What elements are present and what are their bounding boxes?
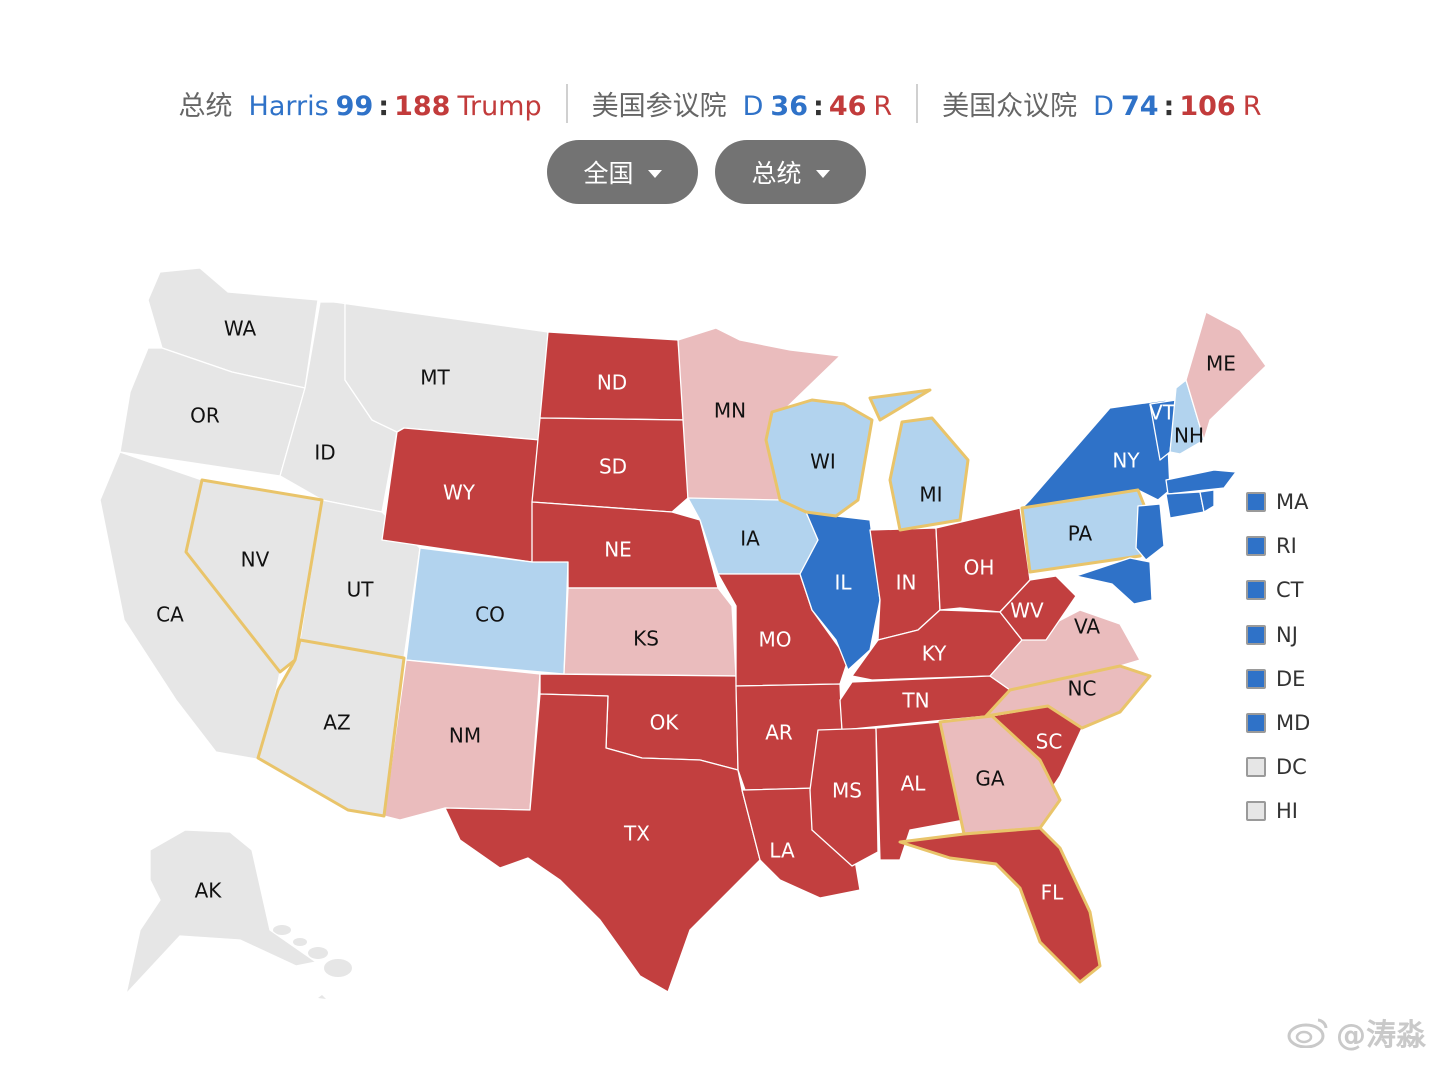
- legend-item-hi[interactable]: HI: [1246, 789, 1310, 833]
- legend-label: MA: [1276, 490, 1309, 515]
- state-nm[interactable]: [383, 659, 541, 821]
- legend-swatch: [1246, 668, 1266, 689]
- legend-swatch: [1246, 801, 1266, 822]
- legend-item-md[interactable]: MD: [1246, 701, 1310, 745]
- senate-title: 美国参议院: [591, 90, 727, 122]
- legend-item-dc[interactable]: DC: [1246, 745, 1310, 789]
- caret-down-icon: [815, 169, 830, 178]
- dem-candidate-name: Harris: [248, 90, 329, 122]
- president-score: 总统 Harris 99 : 188 Trump: [155, 84, 566, 123]
- legend-label: DC: [1276, 755, 1307, 780]
- rep-electoral-votes: 188: [394, 90, 451, 122]
- dem-electoral-votes: 99: [335, 90, 374, 122]
- president-title: 总统: [178, 90, 233, 122]
- state-az[interactable]: [256, 638, 406, 818]
- connecticut-shape[interactable]: [1165, 491, 1205, 519]
- senate-score: 美国参议院 D 36 : 46 R: [565, 83, 917, 123]
- senate-rep-seats: 46: [828, 90, 867, 122]
- legend-item-ri[interactable]: RI: [1246, 524, 1310, 568]
- senate-rep-label: R: [873, 90, 893, 122]
- state-wi[interactable]: [764, 398, 874, 518]
- state-co[interactable]: [405, 547, 569, 675]
- legend-label: HI: [1276, 799, 1298, 824]
- state-nh[interactable]: [1169, 379, 1205, 455]
- state-tx[interactable]: [444, 693, 761, 993]
- legend-swatch: [1246, 757, 1266, 778]
- house-dem-label: D: [1093, 90, 1114, 122]
- state-mi[interactable]: [868, 388, 970, 532]
- house-rep-label: R: [1242, 90, 1262, 122]
- legend-label: NJ: [1276, 622, 1298, 647]
- watermark: @涛淼: [1286, 1010, 1426, 1054]
- legend-swatch: [1246, 536, 1266, 557]
- legend-item-ct[interactable]: CT: [1246, 568, 1310, 612]
- state-wv[interactable]: [999, 575, 1077, 641]
- watermark-text: @涛淼: [1336, 1018, 1426, 1053]
- senate-dem-label: D: [742, 90, 764, 122]
- rep-candidate-name: Trump: [457, 90, 542, 122]
- state-ak[interactable]: [125, 829, 317, 995]
- score-separator: :: [813, 90, 824, 122]
- state-il[interactable]: [799, 511, 881, 671]
- legend-label: DE: [1276, 666, 1306, 691]
- legend-label: CT: [1276, 578, 1304, 603]
- state-ks[interactable]: [563, 587, 737, 677]
- house-rep-seats: 106: [1179, 90, 1236, 122]
- small-states-legend: MA RI CT NJ DE MD DC HI: [1246, 480, 1310, 834]
- hawaii-islands: [273, 925, 352, 999]
- house-title: 美国众议院: [942, 90, 1078, 122]
- state-wy[interactable]: [381, 427, 541, 563]
- state-me[interactable]: [1185, 311, 1267, 441]
- house-score: 美国众议院 D 74 : 106 R: [916, 83, 1285, 123]
- region-dropdown-label: 全国: [583, 159, 634, 188]
- legend-swatch: [1246, 624, 1266, 645]
- new-jersey-shape[interactable]: [1135, 503, 1165, 561]
- score-separator: :: [1163, 90, 1175, 122]
- state-nv[interactable]: [184, 478, 324, 674]
- legend-item-de[interactable]: DE: [1246, 657, 1310, 701]
- legend-label: RI: [1276, 534, 1297, 559]
- legend-item-nj[interactable]: NJ: [1246, 613, 1310, 657]
- state-sd[interactable]: [531, 417, 689, 513]
- weibo-icon: [1287, 1018, 1328, 1048]
- legend-label: MD: [1276, 711, 1311, 736]
- region-dropdown[interactable]: 全国: [547, 140, 698, 204]
- maryland-delaware-shape[interactable]: [1075, 557, 1153, 605]
- filter-bar: 全国 总统: [547, 140, 866, 204]
- senate-dem-seats: 36: [770, 90, 808, 122]
- legend-swatch: [1246, 580, 1266, 601]
- race-dropdown-label: 总统: [751, 159, 802, 188]
- state-ny[interactable]: [1021, 399, 1171, 509]
- state-nc[interactable]: [984, 664, 1152, 730]
- race-dropdown[interactable]: 总统: [715, 140, 866, 204]
- state-nd[interactable]: [539, 331, 687, 421]
- house-dem-seats: 74: [1120, 90, 1159, 122]
- legend-swatch: [1246, 492, 1266, 513]
- rhode-island-shape[interactable]: [1199, 489, 1215, 513]
- score-separator: :: [378, 90, 390, 122]
- legend-swatch: [1246, 713, 1266, 734]
- state-fl[interactable]: [898, 826, 1102, 984]
- legend-item-ma[interactable]: MA: [1246, 480, 1310, 524]
- caret-down-icon: [647, 169, 662, 178]
- massachusetts-shape[interactable]: [1165, 469, 1237, 495]
- scoreboard: 总统 Harris 99 : 188 Trump 美国参议院 D 36 : 46…: [0, 78, 1440, 128]
